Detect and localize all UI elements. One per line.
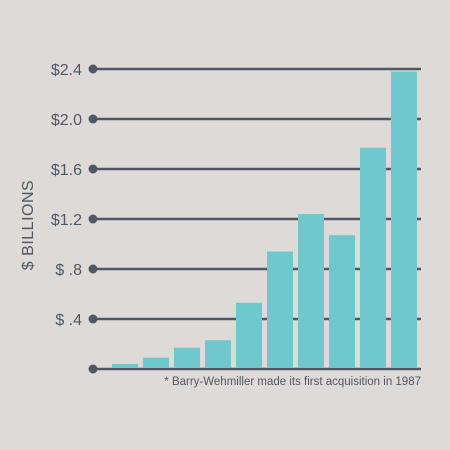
gridline-dot	[88, 64, 98, 74]
y-tick-label: $ .8	[55, 262, 82, 279]
bar	[236, 302, 262, 368]
bars	[112, 71, 417, 368]
y-axis-title: $ BILLIONS	[20, 180, 37, 270]
y-tick-label: $1.2	[51, 212, 82, 229]
bar	[267, 251, 293, 368]
bar	[205, 340, 231, 368]
bar	[174, 347, 200, 368]
y-tick-labels: $ .4 $ .8 $1.2 $1.6 $2.0 $2.4	[51, 62, 82, 329]
bar	[298, 214, 324, 368]
gridline-dot	[88, 214, 98, 224]
y-tick-label: $2.4	[51, 62, 82, 79]
gridline-dot	[88, 164, 98, 174]
bar	[360, 147, 386, 368]
bar	[112, 364, 138, 368]
y-tick-label: $2.0	[51, 112, 82, 129]
bar	[329, 235, 355, 368]
bar	[143, 357, 169, 368]
y-tick-label: $ .4	[55, 312, 82, 329]
baseline-dot	[88, 364, 98, 374]
y-tick-label: $1.6	[51, 162, 82, 179]
gridline-dot	[88, 264, 98, 274]
footnote: * Barry-Wehmiller made its first acquisi…	[164, 376, 421, 388]
bar	[391, 71, 417, 368]
gridline-dot	[88, 314, 98, 324]
gridline-dot	[88, 114, 98, 124]
